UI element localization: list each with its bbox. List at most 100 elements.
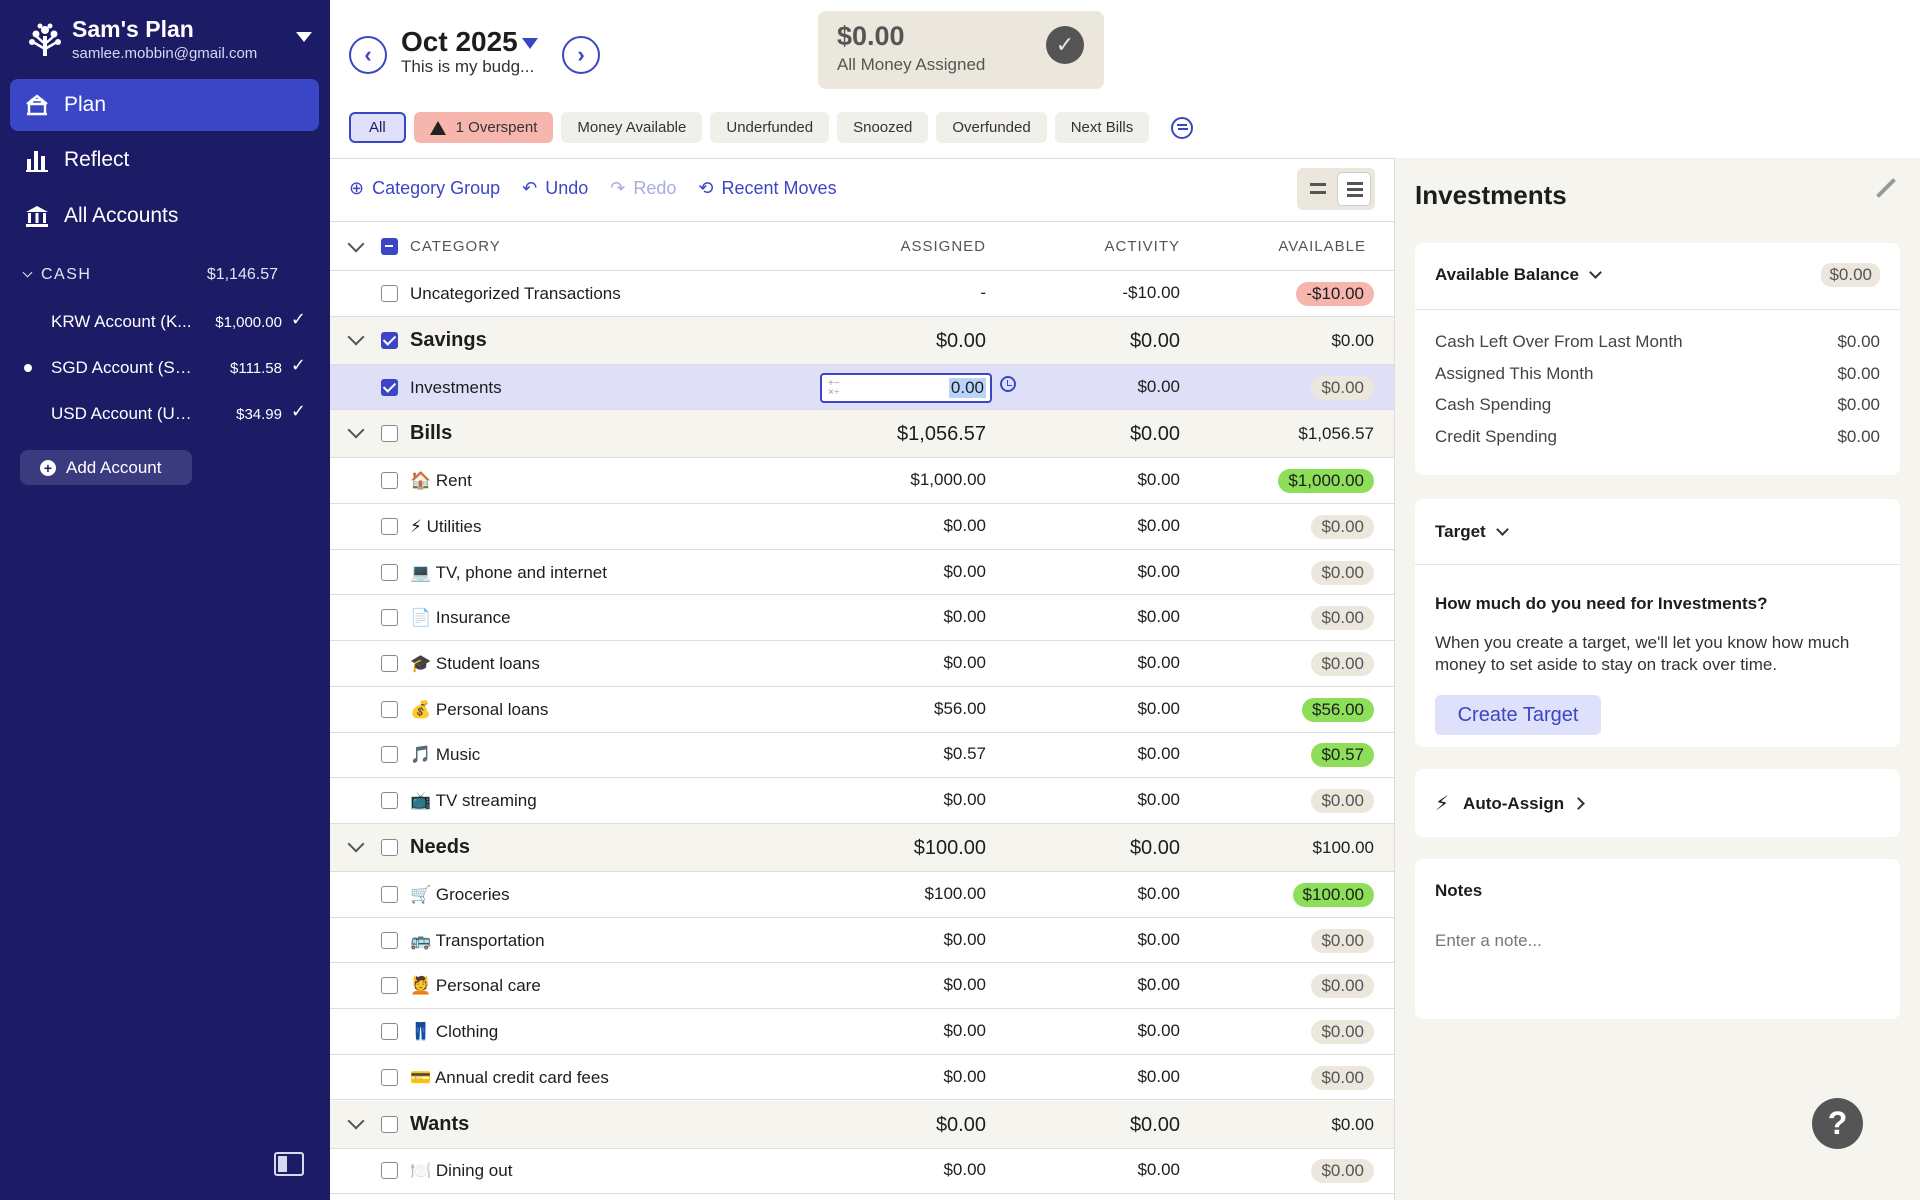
row-checkbox[interactable] [381,839,398,856]
help-button[interactable]: ? [1812,1098,1863,1149]
auto-assign-toggle[interactable]: ⚡ Auto-Assign [1435,791,1585,816]
available-pill[interactable]: $56.00 [1302,697,1374,722]
assigned-value[interactable]: $0.00 [943,1066,986,1086]
assigned-value[interactable]: $0.00 [943,561,986,581]
available-pill[interactable]: $0.00 [1311,789,1374,814]
row-checkbox[interactable] [381,331,398,349]
month-selector[interactable]: Oct 2025 [401,26,518,57]
activity-value[interactable]: -$10.00 [1122,282,1180,302]
category-group-row[interactable]: Needs $100.00 $0.00 $100.00 [330,824,1394,872]
compact-view-button[interactable] [1301,172,1335,206]
filter-all[interactable]: All [349,112,406,143]
category-name[interactable]: ⚡ Utilities [410,516,482,536]
category-row[interactable]: 🎵 Music $0.57 $0.00 $0.57 [330,733,1394,779]
category-name[interactable]: 💆 Personal care [410,976,541,996]
notes-input[interactable]: Enter a note... [1435,931,1542,950]
row-checkbox[interactable] [381,792,398,810]
edit-pencil-icon[interactable] [1876,178,1896,198]
activity-value[interactable]: $0.00 [1137,698,1180,718]
assigned-value[interactable]: $1,056.57 [897,423,986,446]
assigned-value[interactable]: $0.00 [943,1020,986,1040]
budget-note[interactable]: This is my budg... [401,57,535,76]
activity-value[interactable]: $0.00 [1137,515,1180,535]
activity-value[interactable]: $0.00 [1137,883,1180,903]
category-row[interactable]: 🏠 Rent $1,000.00 $0.00 $1,000.00 [330,458,1394,505]
assigned-value[interactable]: $0.00 [943,653,986,673]
assigned-value[interactable]: $0.00 [943,790,986,810]
filter-overspent[interactable]: 1 Overspent [413,112,554,143]
available-pill[interactable]: $0.00 [1311,514,1374,539]
list-view-button[interactable] [1337,172,1371,206]
row-checkbox[interactable] [381,1115,398,1133]
row-checkbox[interactable] [381,931,398,949]
select-all-checkbox[interactable] [381,238,398,255]
assigned-value[interactable]: - [980,282,986,302]
assigned-input[interactable]: +− ×÷ 0.00 [820,372,992,403]
category-name[interactable]: 💻 TV, phone and internet [410,562,607,582]
recent-moves-button[interactable]: ⟲ Recent Moves [698,178,836,199]
chevron-down-icon[interactable] [347,235,365,253]
assigned-value[interactable]: $0.00 [943,1160,986,1180]
assigned-value[interactable]: $0.00 [943,607,986,627]
caret-down-icon[interactable] [522,38,538,49]
category-row[interactable]: 💆 Personal care $0.00 $0.00 $0.00 [330,963,1394,1010]
filter-money-available[interactable]: Money Available [561,112,703,143]
category-name[interactable]: 👖 Clothing [410,1021,499,1041]
available-pill[interactable]: $0.00 [1311,1065,1374,1090]
filter-snoozed[interactable]: Snoozed [837,112,929,143]
activity-value[interactable]: $0.00 [1137,1160,1180,1180]
chevron-down-icon[interactable] [347,328,365,346]
category-name[interactable]: 💰 Personal loans [410,699,549,719]
available-pill[interactable]: $100.00 [1312,838,1374,857]
category-name[interactable]: 📄 Insurance [410,608,511,628]
category-name[interactable]: 🏠 Rent [410,471,472,491]
activity-value[interactable]: $0.00 [1137,470,1180,490]
category-name[interactable]: Investments [410,377,502,397]
category-name[interactable]: Needs [410,836,471,858]
assigned-value[interactable]: $0.00 [935,329,986,352]
activity-value[interactable]: $0.00 [1129,837,1180,859]
row-checkbox[interactable] [381,1022,398,1040]
available-pill[interactable]: $0.00 [1311,652,1374,677]
row-checkbox[interactable] [381,517,398,535]
category-row[interactable]: 👖 Clothing $0.00 $0.00 $0.00 [330,1009,1394,1055]
row-checkbox[interactable] [381,563,398,581]
category-row[interactable]: ⚡ Utilities $0.00 $0.00 $0.00 [330,504,1394,550]
available-balance-toggle[interactable]: Available Balance [1435,265,1602,285]
activity-value[interactable]: $0.00 [1137,975,1180,995]
row-checkbox[interactable] [381,609,398,627]
category-row[interactable]: 📺 TV streaming $0.00 $0.00 $0.00 [330,778,1394,824]
row-checkbox[interactable] [381,1162,398,1180]
available-pill[interactable]: $0.00 [1331,330,1374,350]
category-group-row[interactable]: Bills $1,056.57 $0.00 $1,056.57 [330,410,1394,459]
row-checkbox[interactable] [381,700,398,718]
activity-value[interactable]: $0.00 [1137,653,1180,673]
available-pill[interactable]: $1,056.57 [1298,424,1374,444]
category-row[interactable]: 💳 Annual credit card fees $0.00 $0.00 $0.00 [330,1055,1394,1101]
activity-value[interactable]: $0.00 [1137,561,1180,581]
activity-value[interactable]: $0.00 [1137,790,1180,810]
activity-value[interactable]: $0.00 [1137,744,1180,764]
assigned-value[interactable]: $0.00 [943,515,986,535]
available-pill[interactable]: $0.00 [1311,928,1374,953]
category-row[interactable]: 🚌 Transportation $0.00 $0.00 $0.00 [330,918,1394,964]
add-account-button[interactable]: + Add Account [20,450,192,485]
filter-underfunded[interactable]: Underfunded [710,112,830,143]
activity-value[interactable]: $0.00 [1129,329,1180,352]
collapse-sidebar-icon[interactable] [274,1152,304,1176]
add-category-group-button[interactable]: ⊕ Category Group [349,178,500,199]
row-checkbox[interactable] [381,977,398,995]
filter-next-bills[interactable]: Next Bills [1054,112,1150,143]
row-checkbox[interactable] [381,746,398,764]
chevron-down-icon[interactable] [347,421,365,439]
available-pill[interactable]: $0.57 [1311,743,1374,768]
account-sgd[interactable]: SGD Account (SG... $111.58 ✓ [24,353,306,383]
category-row[interactable]: 🛒 Groceries $100.00 $0.00 $100.00 [330,872,1394,918]
undo-button[interactable]: ↶ Undo [522,178,588,199]
category-row[interactable]: 📄 Insurance $0.00 $0.00 $0.00 [330,596,1394,642]
account-usd[interactable]: USD Account (USD... $34.99 ✓ [24,399,306,429]
category-name[interactable]: 🚌 Transportation [410,930,545,950]
row-checkbox[interactable] [381,655,398,673]
row-checkbox[interactable] [381,1068,398,1086]
category-row[interactable]: Uncategorized Transactions - -$10.00 -$10.0… [330,271,1394,317]
